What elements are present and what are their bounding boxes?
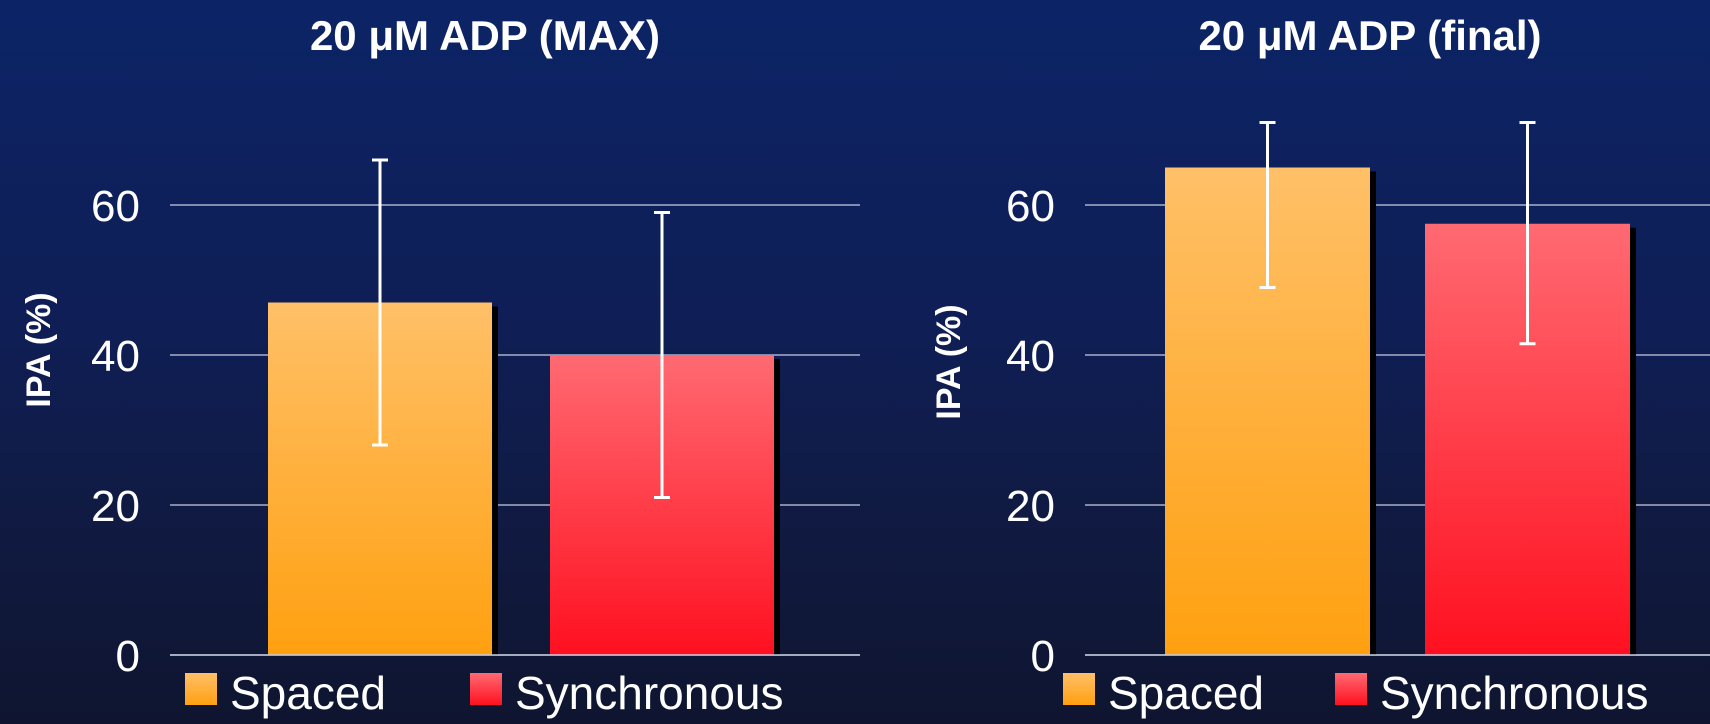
legend-swatch-spaced <box>1063 673 1095 705</box>
legend-swatch-spaced <box>185 673 217 705</box>
legend-swatch-synchronous <box>1335 673 1367 705</box>
y-tick-label: 20 <box>91 482 140 531</box>
y-axis-label: IPA (%) <box>930 304 968 419</box>
chart-title: 20 μM ADP (MAX) <box>310 12 660 59</box>
legend-label-spaced: Spaced <box>230 667 386 719</box>
y-tick-label: 40 <box>1006 332 1055 381</box>
y-tick-label: 40 <box>91 332 140 381</box>
y-tick-label: 0 <box>1031 632 1055 681</box>
chart-panel-1: 20 μM ADP (final) IPA (%) 0 20 40 60 Spaced Syn… <box>930 12 1710 719</box>
legend-swatch-synchronous <box>470 673 502 705</box>
y-tick-label: 0 <box>116 632 140 681</box>
y-tick-label: 60 <box>91 182 140 231</box>
chart-panel-0: 20 μM ADP (MAX) IPA (%) 0 20 40 60 Spaced Synch… <box>20 12 860 719</box>
y-tick-label: 60 <box>1006 182 1055 231</box>
y-axis-label: IPA (%) <box>20 292 58 407</box>
chart-title: 20 μM ADP (final) <box>1198 12 1541 59</box>
legend-label-synchronous: Synchronous <box>515 667 784 719</box>
legend-label-synchronous: Synchronous <box>1380 667 1649 719</box>
y-tick-label: 20 <box>1006 482 1055 531</box>
legend-label-spaced: Spaced <box>1108 667 1264 719</box>
